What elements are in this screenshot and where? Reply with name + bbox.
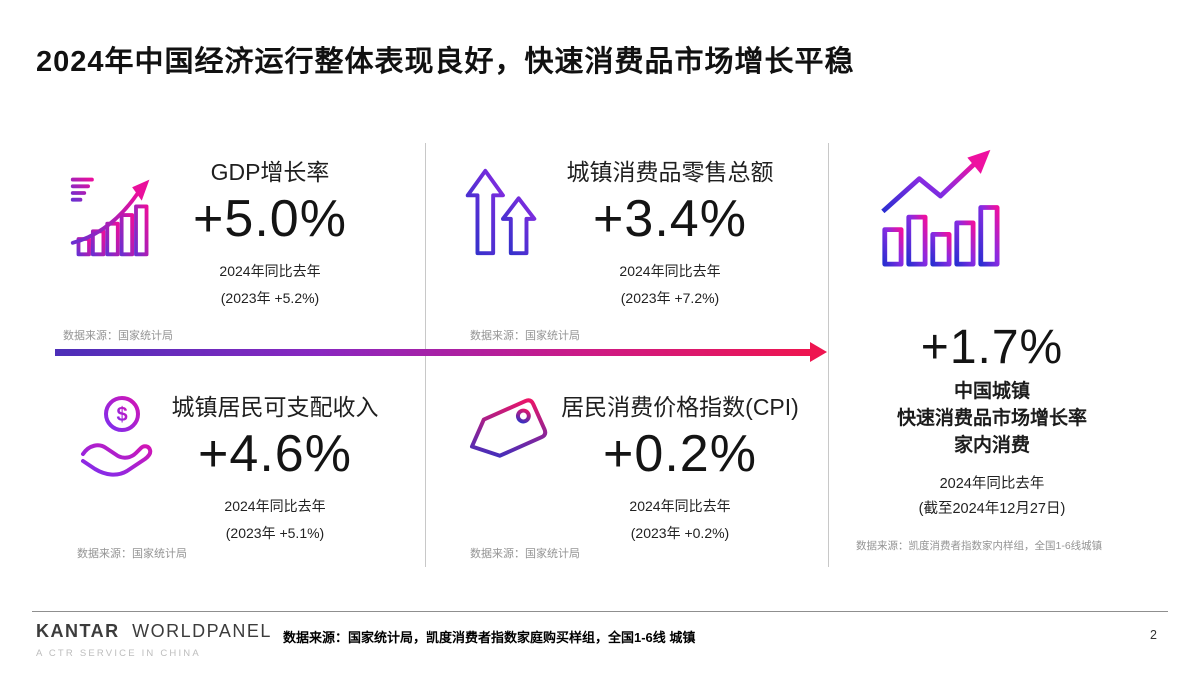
svg-text:$: $ (116, 404, 127, 426)
highlight-period: 2024年同比去年 (939, 476, 1045, 492)
logo-tagline: A CTR SERVICE IN CHINA (36, 648, 201, 659)
stat-value: +4.6% (198, 425, 352, 483)
stat-source: 数据来源：国家统计局 (77, 548, 187, 560)
stat-card-income: $ 城镇居民可支配收入 +4.6% 2024年同比去年 (2023年 +5.1%… (55, 380, 427, 570)
highlight-panel-fmcg: +1.7% 中国城镇 快速消费品市场增长率 家内消费 2024年同比去年 (截至… (822, 140, 1162, 580)
logo-product: WORLDPANEL (132, 621, 272, 641)
slide-title: 2024年中国经济运行整体表现良好，快速消费品市场增长平稳 (36, 46, 855, 78)
kantar-worldpanel-logo: KANTAR WORLDPANEL (36, 621, 272, 642)
highlight-label: 中国城镇 快速消费品市场增长率 家内消费 (822, 378, 1162, 459)
stat-source: 数据来源：国家统计局 (63, 330, 173, 342)
gradient-trend-arrow (55, 349, 811, 356)
vertical-divider (828, 143, 829, 567)
highlight-label-line1: 中国城镇 (953, 381, 1030, 402)
stat-label: 城镇消费品零售总额 (566, 159, 774, 185)
highlight-value: +1.7% (920, 321, 1064, 374)
stat-period: 2024年同比去年 (224, 498, 326, 514)
stat-previous-year: (2023年 +5.2%) (220, 290, 320, 306)
hand-coin-icon: $ (75, 390, 165, 487)
stat-value: +3.4% (593, 190, 747, 248)
footer-divider (32, 611, 1168, 612)
page-number: 2 (1150, 628, 1157, 642)
highlight-source: 数据来源：凯度消费者指数家内样组，全国1-6线城镇 (856, 540, 1103, 552)
price-tag-icon (457, 392, 552, 477)
stat-period: 2024年同比去年 (619, 263, 721, 279)
trend-bar-chart-icon (877, 148, 1002, 273)
stat-period: 2024年同比去年 (219, 263, 321, 279)
stat-previous-year: (2023年 +0.2%) (630, 525, 730, 541)
stat-label: 城镇居民可支配收入 (171, 394, 379, 420)
stat-card-retail: 城镇消费品零售总额 +3.4% 2024年同比去年 (2023年 +7.2%) … (445, 145, 820, 345)
up-arrows-icon (460, 163, 542, 266)
footer-source: 数据来源：国家统计局，凯度消费者指数家庭购买样组，全国1-6线 城镇 (283, 630, 696, 645)
logo-brand: KANTAR (36, 621, 120, 641)
stat-value: +5.0% (193, 190, 347, 248)
highlight-label-line3: 家内消费 (953, 435, 1030, 456)
stat-card-gdp: GDP增长率 +5.0% 2024年同比去年 (2023年 +5.2%) 数据来… (55, 145, 427, 345)
stat-card-cpi: 居民消费价格指数(CPI) +0.2% 2024年同比去年 (2023年 +0.… (445, 380, 830, 570)
rising-bar-chart-icon (67, 170, 159, 267)
stat-value: +0.2% (603, 425, 757, 483)
stat-source: 数据来源：国家统计局 (470, 330, 580, 342)
stat-period: 2024年同比去年 (629, 498, 731, 514)
stat-source: 数据来源：国家统计局 (470, 548, 580, 560)
highlight-note: (截至2024年12月27日) (918, 501, 1066, 517)
stat-label: 居民消费价格指数(CPI) (561, 394, 799, 420)
stat-previous-year: (2023年 +5.1%) (225, 525, 325, 541)
stat-label: GDP增长率 (210, 159, 330, 185)
gradient-trend-arrow-head (810, 342, 827, 362)
highlight-label-line2: 快速消费品市场增长率 (896, 408, 1087, 429)
stat-previous-year: (2023年 +7.2%) (620, 290, 720, 306)
